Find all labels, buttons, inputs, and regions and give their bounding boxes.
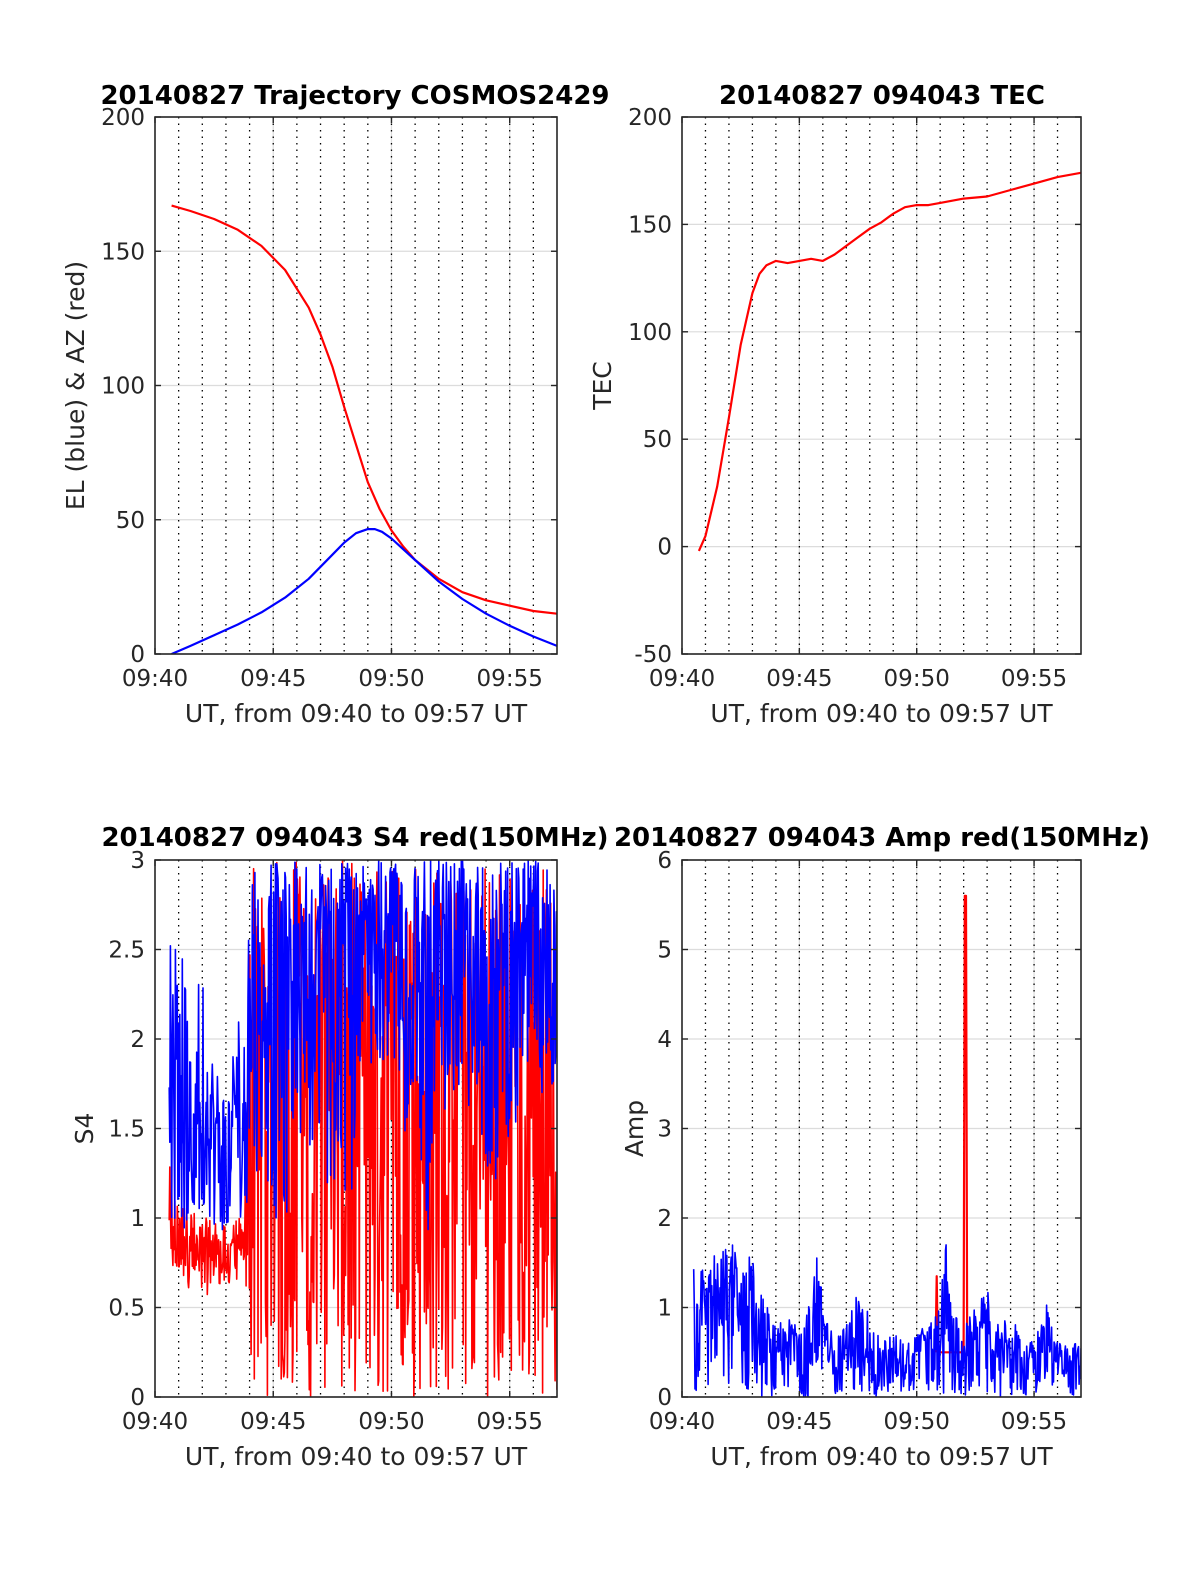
plot-area xyxy=(682,117,1081,654)
x-axis-label: UT, from 09:40 to 09:57 UT xyxy=(185,1442,528,1471)
ticks: 0 50 100 150 200 09:40 09:45 09:50 09:55 xyxy=(101,105,557,692)
x-tick-label: 09:50 xyxy=(884,666,950,692)
series-trace xyxy=(168,860,557,1231)
y-tick-label: 50 xyxy=(116,508,145,534)
y-axis-label: Amp xyxy=(620,1100,649,1157)
plot-marks xyxy=(168,860,557,1397)
y-tick-label: 200 xyxy=(628,105,672,131)
y-tick-label: 1 xyxy=(657,1296,672,1322)
y-axis-label: TEC xyxy=(588,361,617,411)
ticks: -50 0 50 100 150 200 09:40 09:45 09:50 09:55 xyxy=(628,105,1081,692)
ticks: 0 0.5 1 1.5 2 2.5 3 09:40 09:45 09:50 09:55 xyxy=(108,848,557,1435)
series-0 xyxy=(697,171,1081,552)
y-tick-label: -50 xyxy=(634,642,672,668)
series-0 xyxy=(168,860,557,1397)
panel-title: 20140827 Trajectory COSMOS2429 xyxy=(100,81,609,111)
y-tick-label: 0.5 xyxy=(108,1296,145,1322)
panel-s4: 0 0.5 1 1.5 2 2.5 3 09:40 09:45 09:50 09:55 201408… xyxy=(70,823,609,1471)
panel-title: 20140827 094043 TEC xyxy=(719,81,1045,111)
y-tick-label: 6 xyxy=(657,848,672,874)
x-tick-label: 09:40 xyxy=(649,666,715,692)
y-tick-label: 3 xyxy=(130,848,145,874)
x-tick-label: 09:45 xyxy=(240,1409,306,1435)
x-tick-label: 09:55 xyxy=(477,1409,543,1435)
x-tick-label: 09:40 xyxy=(649,1409,715,1435)
panel-tec: -50 0 50 100 150 200 09:40 09:45 09:50 09:55 2014… xyxy=(588,81,1082,728)
x-tick-label: 09:55 xyxy=(1001,666,1067,692)
y-tick-label: 0 xyxy=(657,535,672,561)
x-tick-label: 09:45 xyxy=(766,1409,832,1435)
x-tick-label: 09:45 xyxy=(766,666,832,692)
y-tick-label: 100 xyxy=(628,320,672,346)
x-tick-label: 09:55 xyxy=(1001,1409,1067,1435)
panel-trajectory: 0 50 100 150 200 09:40 09:45 09:50 09:55 2014082… xyxy=(61,81,610,728)
x-tick-label: 09:40 xyxy=(122,1409,188,1435)
ticks: 0 1 2 3 4 5 6 09:40 09:45 09:50 09:55 xyxy=(649,848,1081,1435)
y-tick-label: 3 xyxy=(657,1117,672,1143)
panel-title: 20140827 094043 S4 red(150MHz) xyxy=(101,823,608,853)
plot-marks xyxy=(692,894,1081,1397)
x-tick-label: 09:50 xyxy=(358,666,424,692)
y-tick-label: 0 xyxy=(657,1385,672,1411)
x-tick-label: 09:50 xyxy=(884,1409,950,1435)
y-tick-label: 200 xyxy=(101,105,145,131)
y-axis-label: S4 xyxy=(70,1113,99,1145)
series-trace xyxy=(168,860,557,1397)
x-axis-label: UT, from 09:40 to 09:57 UT xyxy=(185,699,528,728)
y-tick-label: 100 xyxy=(101,374,145,400)
x-tick-label: 09:45 xyxy=(240,666,306,692)
series-trace xyxy=(692,1244,1081,1397)
series-0 xyxy=(171,204,557,615)
x-axis-label: UT, from 09:40 to 09:57 UT xyxy=(710,699,1053,728)
y-axis-label: EL (blue) & AZ (red) xyxy=(61,261,90,510)
y-tick-label: 150 xyxy=(628,212,672,238)
y-tick-label: 150 xyxy=(101,239,145,265)
y-tick-label: 4 xyxy=(657,1027,672,1053)
x-tick-label: 09:50 xyxy=(358,1409,424,1435)
series-1 xyxy=(692,1244,1081,1397)
x-tick-label: 09:55 xyxy=(477,666,543,692)
y-tick-label: 2 xyxy=(130,1027,145,1053)
y-tick-label: 2 xyxy=(657,1206,672,1232)
y-tick-label: 2.5 xyxy=(108,938,145,964)
y-tick-label: 0 xyxy=(130,642,145,668)
series-0 xyxy=(934,894,969,1354)
panel-amp: 0 1 2 3 4 5 6 09:40 09:45 09:50 09:55 20140827 094… xyxy=(614,823,1150,1471)
y-tick-label: 1 xyxy=(130,1206,145,1232)
x-tick-label: 09:40 xyxy=(122,666,188,692)
plot-frame xyxy=(681,116,1082,655)
panel-title: 20140827 094043 Amp red(150MHz) xyxy=(614,823,1150,853)
series-line xyxy=(171,528,557,654)
plot-marks xyxy=(171,204,557,654)
y-tick-label: 5 xyxy=(657,938,672,964)
y-tick-label: 0 xyxy=(130,1385,145,1411)
plot-marks xyxy=(697,171,1081,552)
series-line xyxy=(697,171,1081,552)
y-tick-label: 1.5 xyxy=(108,1117,145,1143)
series-1 xyxy=(168,860,557,1231)
series-1 xyxy=(171,528,557,654)
x-axis-label: UT, from 09:40 to 09:57 UT xyxy=(710,1442,1053,1471)
series-line xyxy=(934,894,969,1354)
y-tick-label: 50 xyxy=(643,427,672,453)
series-line xyxy=(171,204,557,615)
